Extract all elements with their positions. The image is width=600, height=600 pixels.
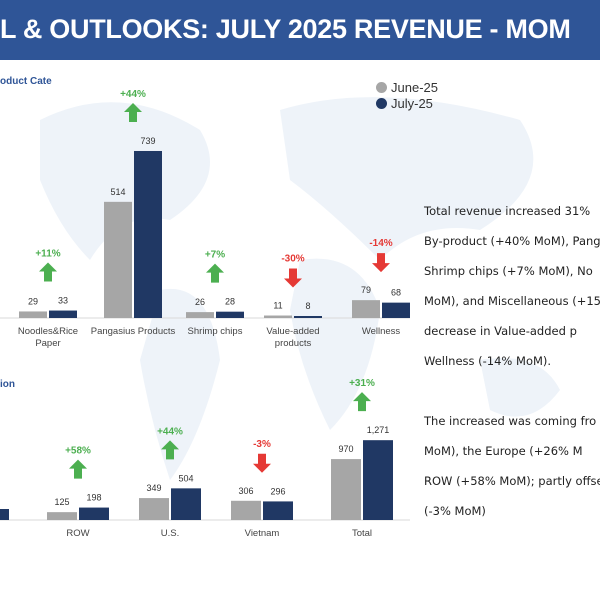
chart2-title: ion [0, 379, 15, 390]
bar-june [231, 500, 261, 520]
value-label-june: 11 [273, 301, 282, 311]
bar-june [104, 201, 132, 318]
value-label-june: 125 [54, 497, 69, 507]
bar-june [47, 512, 77, 520]
bar-july [49, 310, 77, 318]
category-label: Pangasius Products [91, 326, 176, 337]
value-label-july: 68 [391, 288, 401, 298]
value-label-july: 296 [270, 486, 285, 496]
category-label: Paper [35, 338, 60, 349]
arrow-up-icon [124, 102, 142, 122]
commentary: Total revenue increased 31% By-product (… [424, 196, 600, 526]
category-label: products [275, 338, 312, 349]
value-label-june: 514 [110, 187, 125, 197]
change-label: +44% [157, 426, 183, 437]
legend-july-swatch [376, 98, 387, 109]
category-label: Value-added [266, 326, 319, 337]
change-label: +11% [35, 249, 60, 260]
commentary-line [424, 376, 600, 406]
legend-june-label: June-25 [391, 80, 438, 95]
change-label: -14% [369, 238, 392, 249]
category-label: Wellness [362, 326, 401, 337]
commentary-line: MoM), the Europe (+26% M [424, 444, 583, 458]
change-label: +44% [120, 89, 146, 100]
value-label-june: 26 [195, 297, 205, 307]
bar-june [264, 315, 292, 318]
category-label: Vietnam [245, 528, 280, 539]
change-label: -3% [253, 439, 271, 450]
value-label-july: 8 [305, 301, 310, 311]
value-label-july: 739 [140, 136, 155, 146]
category-label: U.S. [161, 528, 179, 539]
legend-june: June-25 [376, 80, 438, 95]
commentary-line: The increased was coming fro [424, 414, 597, 428]
change-label: +7% [205, 250, 225, 261]
bar-july [263, 501, 293, 520]
value-label-july: 198 [86, 493, 101, 503]
bar-july [79, 507, 109, 520]
commentary-line: Shrimp chips (+7% MoM), No [424, 264, 593, 278]
category-label: Shrimp chips [188, 326, 243, 337]
legend-june-swatch [376, 82, 387, 93]
bar-july [382, 302, 410, 318]
value-label-june: 29 [28, 296, 38, 306]
legend-july: July-25 [376, 96, 433, 111]
commentary-line: By-product (+40% MoM), Pang [424, 234, 600, 248]
change-label: +31% [349, 378, 375, 389]
arrow-up-icon [353, 392, 371, 412]
value-label-july: 1,271 [367, 425, 390, 435]
bar-july [294, 316, 322, 318]
bar-june [186, 312, 214, 318]
bar-june [352, 300, 380, 318]
category-label: ROW [66, 528, 89, 539]
title-banner: L & OUTLOOKS: JULY 2025 REVENUE - MOM [0, 0, 600, 60]
commentary-line: MoM), and Miscellaneous (+15 [424, 294, 600, 308]
bar-july [171, 488, 201, 520]
banner-title: L & OUTLOOKS: JULY 2025 REVENUE - MOM [0, 14, 571, 44]
bar-june [139, 498, 169, 520]
arrow-up-icon [206, 263, 224, 283]
region-chart: 7125198+58%ROW349504+44%U.S.306296-3%Vie… [0, 378, 410, 539]
bar-july [134, 150, 162, 318]
value-label-july: 28 [225, 297, 235, 307]
value-label-july: 33 [58, 296, 68, 306]
value-label-june: 970 [338, 444, 353, 454]
commentary-line: (-3% MoM) [424, 504, 486, 518]
arrow-up-icon [161, 440, 179, 460]
change-label: -30% [281, 254, 304, 265]
arrow-up-icon [39, 262, 57, 282]
value-label-june: 79 [361, 285, 371, 295]
arrow-down-icon [284, 268, 302, 288]
commentary-line: decrease in Value-added p [424, 324, 577, 338]
partial-bar [0, 509, 9, 520]
commentary-line: ROW (+58% MoM); partly offse [424, 474, 600, 488]
change-label: +58% [65, 446, 91, 457]
bar-june [331, 459, 361, 520]
commentary-line: Total revenue increased 31% [424, 204, 591, 218]
arrow-down-icon [253, 453, 271, 473]
commentary-line: Wellness (-14% MoM). [424, 354, 552, 368]
bar-july [216, 311, 244, 318]
arrow-up-icon [69, 459, 87, 479]
value-label-june: 349 [146, 483, 161, 493]
value-label-july: 504 [178, 473, 193, 483]
arrow-down-icon [372, 253, 390, 273]
legend-july-label: July-25 [391, 96, 433, 111]
bar-july [363, 440, 393, 520]
chart1-title: oduct Cate [0, 76, 52, 87]
category-label: Total [352, 528, 372, 539]
category-label: Noodles&Rice [18, 326, 78, 337]
bar-june [19, 311, 47, 318]
value-label-june: 306 [238, 486, 253, 496]
